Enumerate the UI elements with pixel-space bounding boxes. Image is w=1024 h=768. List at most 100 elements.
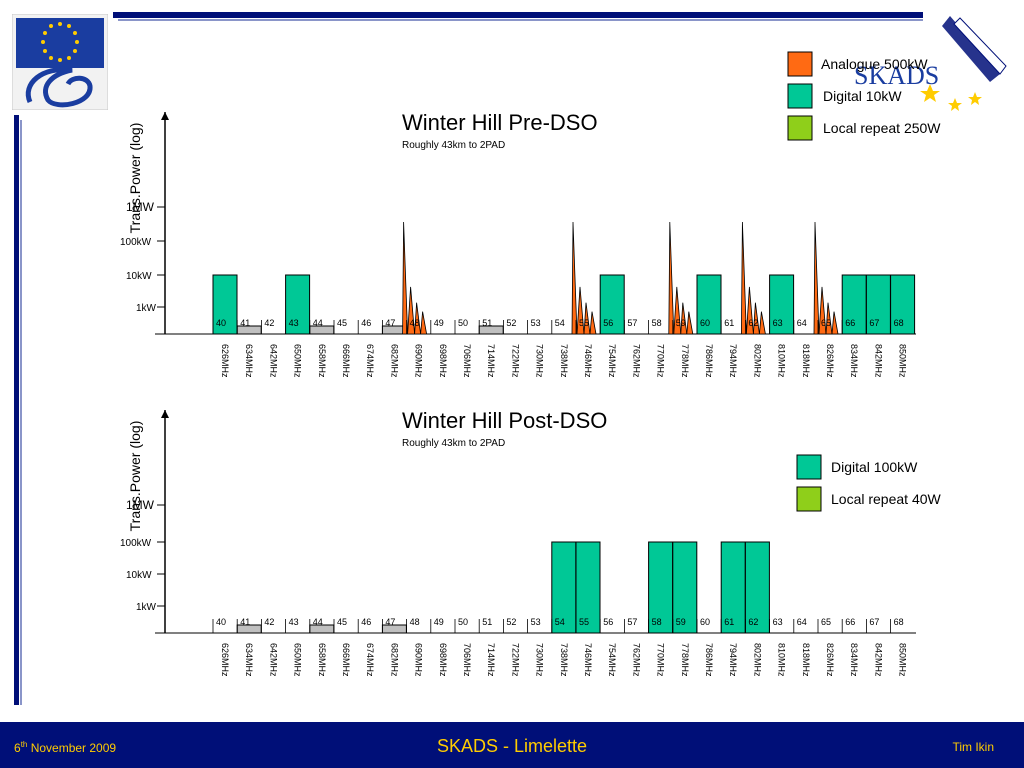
frequency-label: 834MHz <box>849 344 859 378</box>
analogue-tail-carrier <box>758 311 766 335</box>
channel-label: 54 <box>555 318 565 328</box>
analogue-sound-carrier <box>407 286 416 335</box>
channel-label: 42 <box>264 617 274 627</box>
frequency-label: 770MHz <box>656 344 666 378</box>
y-axis-label: Trans.Power (log) <box>127 421 143 532</box>
analogue-nicam-carrier <box>752 302 760 335</box>
legend-swatch <box>796 454 822 480</box>
digital-bar <box>212 274 238 335</box>
digital-bar <box>696 274 722 335</box>
side-rule-shadow <box>20 120 22 705</box>
frequency-label: 794MHz <box>728 643 738 677</box>
digital-bar <box>769 274 795 335</box>
channel-label: 59 <box>676 318 686 328</box>
channel-label: 40 <box>216 617 226 627</box>
y-axis-arrow <box>161 112 169 120</box>
frequency-label: 642MHz <box>268 643 278 677</box>
frequency-label: 842MHz <box>873 643 883 677</box>
frequency-label: 754MHz <box>607 344 617 378</box>
channel-label: 44 <box>313 318 323 328</box>
frequency-label: 810MHz <box>777 643 787 677</box>
frequency-label: 626MHz <box>220 344 230 378</box>
frequency-label: 802MHz <box>752 344 762 378</box>
frequency-label: 642MHz <box>268 344 278 378</box>
frequency-label: 714MHz <box>486 344 496 378</box>
channel-label: 62 <box>748 318 758 328</box>
frequency-label: 690MHz <box>414 344 424 378</box>
legend-swatch <box>787 51 813 77</box>
frequency-label: 706MHz <box>462 344 472 378</box>
frequency-label: 722MHz <box>510 344 520 378</box>
analogue-vision-carrier <box>571 221 578 335</box>
digital-bar <box>720 541 746 634</box>
channel-label: 64 <box>797 318 807 328</box>
digital-bar <box>744 541 770 634</box>
digital-bar <box>285 274 311 335</box>
channel-label: 65 <box>821 617 831 627</box>
channel-label: 55 <box>579 318 589 328</box>
channel-label: 58 <box>652 617 662 627</box>
frequency-label: 770MHz <box>656 643 666 677</box>
frequency-label: 834MHz <box>849 643 859 677</box>
channel-label: 51 <box>482 318 492 328</box>
legend-label: Local repeat 40W <box>831 491 942 507</box>
channel-label: 54 <box>555 617 565 627</box>
channel-label: 62 <box>748 617 758 627</box>
channel-label: 65 <box>821 318 831 328</box>
digital-bar <box>865 274 891 335</box>
frequency-label: 826MHz <box>825 344 835 378</box>
channel-label: 50 <box>458 318 468 328</box>
frequency-label: 698MHz <box>438 643 448 677</box>
channel-label: 61 <box>724 617 734 627</box>
channel-label: 63 <box>773 617 783 627</box>
frequency-label: 762MHz <box>631 643 641 677</box>
channel-label: 46 <box>361 617 371 627</box>
footer-title: SKADS - Limelette <box>436 736 588 756</box>
legend-label: Local repeat 250W <box>823 120 941 136</box>
y-tick-label: 100kW <box>120 237 152 248</box>
frequency-label: 674MHz <box>365 643 375 677</box>
frequency-label: 650MHz <box>293 643 303 677</box>
analogue-sound-carrier <box>576 286 585 335</box>
frequency-label: 810MHz <box>777 344 787 378</box>
frequency-label: 786MHz <box>704 643 714 677</box>
y-tick-label: 1MW <box>126 200 155 214</box>
channel-label: 57 <box>627 318 637 328</box>
footer-author: Tim Ikin <box>952 740 994 754</box>
channel-label: 67 <box>869 318 879 328</box>
analogue-nicam-carrier <box>825 302 833 335</box>
frequency-label: 818MHz <box>801 344 811 378</box>
y-tick-label: 100kW <box>120 538 152 549</box>
legend-swatch <box>796 486 822 512</box>
frequency-label: 786MHz <box>704 344 714 378</box>
skads-logo-text: SKADS <box>854 61 939 90</box>
frequency-label: 714MHz <box>486 643 496 677</box>
y-tick-label: 1kW <box>136 602 157 613</box>
frequency-label: 746MHz <box>583 344 593 378</box>
legend-label: Digital 10kW <box>823 88 902 104</box>
channel-label: 45 <box>337 318 347 328</box>
legend-label: Digital 100kW <box>831 459 918 475</box>
frequency-label: 778MHz <box>680 643 690 677</box>
channel-label: 53 <box>531 318 541 328</box>
y-axis-arrow <box>161 410 169 418</box>
frequency-label: 826MHz <box>825 643 835 677</box>
channel-label: 58 <box>652 318 662 328</box>
channel-label: 45 <box>337 617 347 627</box>
channel-label: 49 <box>434 617 444 627</box>
channel-label: 40 <box>216 318 226 328</box>
top-rule-shadow <box>118 19 923 21</box>
frequency-label: 650MHz <box>293 344 303 378</box>
channel-label: 61 <box>724 318 734 328</box>
frequency-label: 634MHz <box>244 344 254 378</box>
channel-label: 55 <box>579 617 589 627</box>
channel-label: 46 <box>361 318 371 328</box>
channel-label: 60 <box>700 318 710 328</box>
y-axis-label: Trans.Power (log) <box>127 123 143 234</box>
frequency-label: 666MHz <box>341 643 351 677</box>
analogue-sound-carrier <box>745 286 754 335</box>
frequency-label: 850MHz <box>898 344 908 378</box>
channel-label: 42 <box>264 318 274 328</box>
channel-label: 60 <box>700 617 710 627</box>
frequency-label: 778MHz <box>680 344 690 378</box>
